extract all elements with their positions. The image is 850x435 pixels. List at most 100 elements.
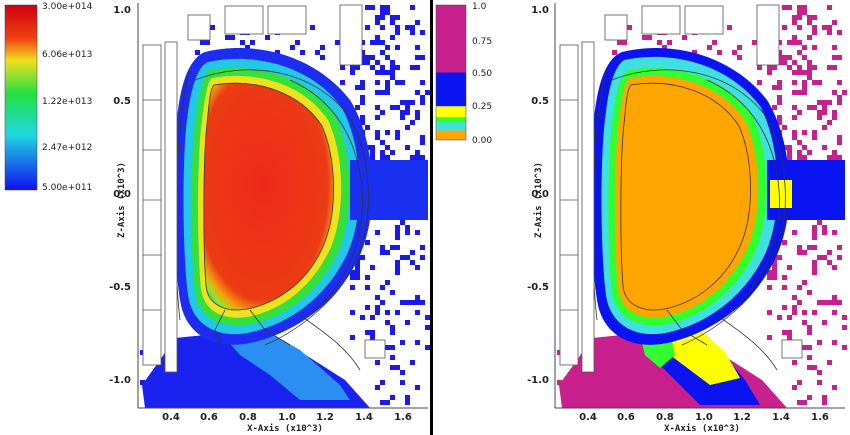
right-scatter-cell (822, 105, 827, 110)
left-scatter-cell (340, 80, 345, 85)
left-separatrix (203, 82, 334, 311)
right-scatter-cell (827, 120, 832, 125)
left-scatter-cell (390, 150, 395, 155)
left-scatter-cell (380, 250, 385, 255)
right-scatter-cell (807, 75, 812, 80)
left-scatter-cell (360, 40, 365, 45)
right-scatter-cell (737, 55, 742, 60)
right-baffle (716, 314, 778, 371)
right-scatter-cell (812, 65, 817, 70)
left-scatter-cell (375, 230, 380, 235)
right-scatter-cell (812, 225, 817, 230)
left-scatter-cell (390, 75, 395, 80)
right-scatter-cell (802, 155, 807, 160)
right-scatter-cell (787, 155, 792, 160)
right-scatter-cell (797, 50, 802, 55)
left-xtick-1.0: 1.0 (278, 412, 296, 423)
right-scatter-cell (802, 145, 807, 150)
right-scatter-cell (832, 265, 837, 270)
left-scatter-cell (395, 270, 400, 275)
right-scatter-cell (782, 275, 787, 280)
right-scatter-cell (807, 330, 812, 335)
left-scatter-cell (370, 315, 375, 320)
left-scatter-cell (385, 55, 390, 60)
left-inner-coil (164, 41, 178, 373)
right-scatter-cell (757, 65, 762, 70)
right-scatter-cell (837, 30, 842, 35)
right-coil-top-1 (604, 14, 628, 41)
left-plasma-core (203, 83, 334, 310)
right-scatter-cell (797, 300, 802, 305)
left-scatter-cell (390, 325, 395, 330)
left-scatter-cell (315, 50, 320, 55)
left-coil-top-3 (267, 5, 307, 35)
left-scatter-cell (400, 255, 405, 260)
right-scatter-cell (832, 45, 837, 50)
left-scatter-cell (410, 300, 415, 305)
right-scatter-cell (802, 5, 807, 10)
right-scatter-cell (787, 265, 792, 270)
right-scatter-cell (827, 30, 832, 35)
left-scatter-cell (420, 245, 425, 250)
left-scatter-cell (380, 150, 385, 155)
left-scatter-cell (200, 40, 205, 45)
right-scatter-cell (827, 260, 832, 265)
left-scatter-cell (365, 125, 370, 130)
left-scatter-cell (375, 15, 380, 20)
left-scatter-cell (360, 115, 365, 120)
right-scatter-cell (802, 80, 807, 85)
left-scatter-cell (370, 335, 375, 340)
left-ytick--1.0: -1.0 (109, 375, 131, 386)
left-scatter-cell (240, 40, 245, 45)
left-scatter-cell (380, 400, 385, 405)
right-scatter-cell (812, 260, 817, 265)
left-scatter-cell (300, 50, 305, 55)
left-scatter-cell (395, 15, 400, 20)
left-scatter-cell (380, 155, 385, 160)
right-scatter-cell (737, 45, 742, 50)
right-xtick-0.6: 0.6 (617, 412, 635, 423)
right-scatter-cell (557, 380, 562, 385)
right-xtick-1.0: 1.0 (695, 412, 713, 423)
left-scatter-cell (375, 115, 380, 120)
left-scatter-cell (360, 315, 365, 320)
left-scatter-cell (395, 105, 400, 110)
right-scatter-cell (807, 20, 812, 25)
right-scatter-cell (787, 335, 792, 340)
left-xtick-1.6: 1.6 (394, 412, 412, 423)
left-colorbar-label-1: 6.06e+013 (42, 50, 92, 60)
right-scatter-cell (792, 60, 797, 65)
left-scatter-cell (375, 105, 380, 110)
right-scatter-cell (827, 300, 832, 305)
left-colorbar-label-4: 5.00e+011 (42, 183, 92, 193)
right-coil-top-4 (756, 4, 780, 66)
right-scatter-cell (792, 80, 797, 85)
left-scatter-cell (400, 100, 405, 105)
left-scatter-cell (385, 145, 390, 150)
right-scatter-cell (812, 245, 817, 250)
left-scatter-cell (405, 25, 410, 30)
left-xtick-1.4: 1.4 (355, 412, 373, 423)
right-scatter-cell (837, 155, 842, 160)
right-scatter-cell (807, 70, 812, 75)
right-scatter-cell (832, 310, 837, 315)
right-colorbar-label-3: 0.25 (472, 102, 492, 112)
right-scatter-cell (772, 270, 777, 275)
left-scatter-cell (210, 25, 215, 30)
left-scatter-cell (380, 40, 385, 45)
right-scatter-cell (712, 40, 717, 45)
left-divertor-leg (225, 330, 350, 400)
right-scatter-cell (772, 260, 777, 265)
right-scatter-cell (812, 15, 817, 20)
left-scatter-cell (400, 115, 405, 120)
left-scatter-cell (390, 355, 395, 360)
left-scatter-cell (395, 45, 400, 50)
right-scatter-cell (657, 40, 662, 45)
left-scatter-cell (405, 110, 410, 115)
left-scatter-cell (415, 385, 420, 390)
left-scatter-cell (405, 255, 410, 260)
right-scatter-cell (787, 65, 792, 70)
right-scatter-cell (777, 55, 782, 60)
left-scatter-cell (415, 115, 420, 120)
left-scatter-cell (355, 85, 360, 90)
